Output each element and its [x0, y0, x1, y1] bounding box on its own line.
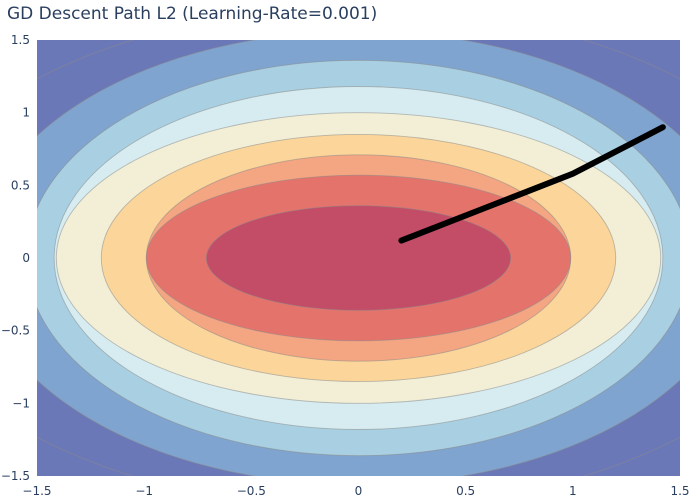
y-tick-label: 0: [22, 251, 30, 265]
x-tick-label: 0: [355, 484, 363, 498]
x-tick-label: 1.5: [670, 484, 689, 498]
x-tick-label: 0.5: [456, 484, 475, 498]
descent-path-line: [398, 124, 666, 244]
contour-level-8: [205, 205, 512, 311]
contour-layer: [37, 40, 680, 476]
y-axis-ticks: −1.5 −1 −0.5 0 0.5 1 1.5: [1, 33, 30, 483]
y-tick-label: −1.5: [1, 469, 30, 483]
x-tick-label: 1: [569, 484, 577, 498]
y-tick-label: 1: [22, 106, 30, 120]
x-axis-ticks: −1.5 −1 −0.5 0 0.5 1 1.5: [22, 484, 689, 498]
x-tick-label: −1.5: [22, 484, 51, 498]
y-tick-label: −1: [12, 396, 30, 410]
descent-path-layer: [398, 124, 666, 244]
y-tick-label: 0.5: [11, 178, 30, 192]
chart-title: GD Descent Path L2 (Learning-Rate=0.001): [7, 4, 378, 24]
x-tick-label: −1: [135, 484, 153, 498]
y-tick-label: 1.5: [11, 33, 30, 47]
y-tick-label: −0.5: [1, 324, 30, 338]
x-tick-label: −0.5: [237, 484, 266, 498]
